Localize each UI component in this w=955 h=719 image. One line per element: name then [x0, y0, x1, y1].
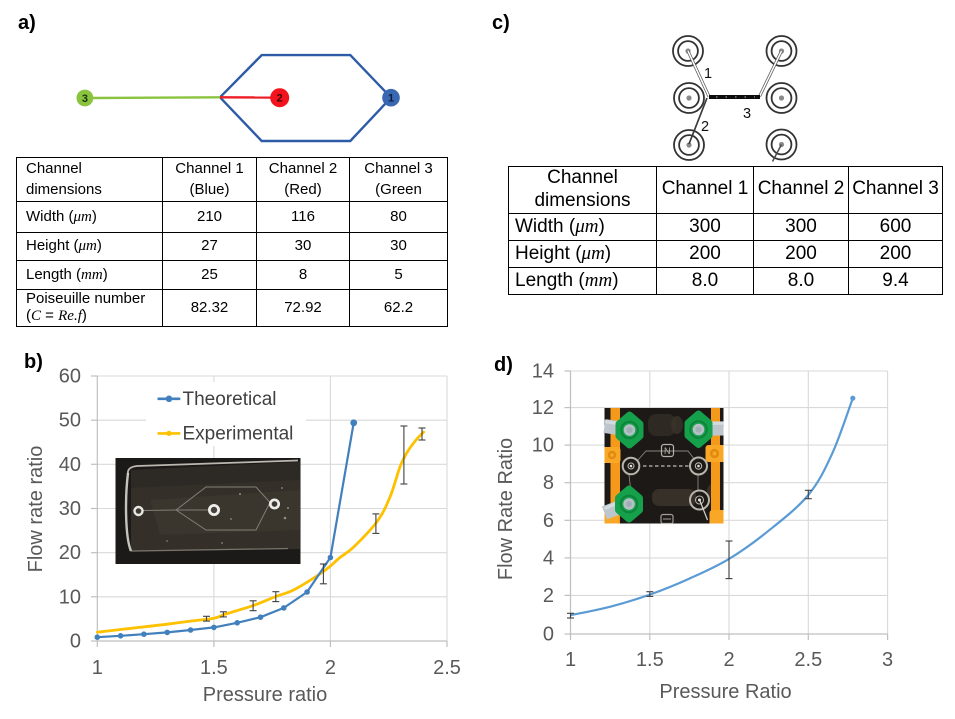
svg-text:2.5: 2.5: [433, 657, 461, 679]
svg-text:10: 10: [532, 435, 554, 457]
svg-text:1: 1: [565, 649, 576, 671]
svg-text:1: 1: [388, 93, 394, 105]
svg-text:Pressure Ratio: Pressure Ratio: [659, 681, 791, 703]
svg-text:4: 4: [543, 547, 554, 569]
svg-text:N: N: [664, 446, 671, 456]
svg-text:1: 1: [704, 66, 712, 82]
svg-text:2: 2: [543, 585, 554, 607]
svg-text:8: 8: [543, 472, 554, 494]
svg-text:2: 2: [325, 657, 336, 679]
svg-text:6: 6: [543, 510, 554, 532]
svg-text:Flow Rate Ratio: Flow Rate Ratio: [495, 438, 517, 580]
svg-text:20: 20: [59, 542, 81, 564]
svg-text:0: 0: [543, 624, 554, 646]
svg-text:60: 60: [59, 366, 81, 388]
svg-text:Flow rate ratio: Flow rate ratio: [25, 446, 47, 573]
svg-text:1.5: 1.5: [636, 649, 664, 671]
svg-text:3: 3: [743, 106, 751, 122]
svg-text:40: 40: [59, 454, 81, 476]
svg-text:2: 2: [277, 93, 283, 105]
svg-text:3: 3: [882, 649, 893, 671]
svg-text:Theoretical: Theoretical: [183, 389, 277, 410]
svg-text:Pressure ratio: Pressure ratio: [203, 684, 328, 706]
svg-text:12: 12: [532, 397, 554, 419]
svg-text:0: 0: [70, 631, 81, 653]
svg-text:Experimental: Experimental: [183, 424, 294, 445]
svg-text:10: 10: [59, 586, 81, 608]
svg-text:2: 2: [701, 119, 709, 135]
svg-text:30: 30: [59, 498, 81, 520]
svg-text:3: 3: [82, 93, 88, 105]
svg-text:2.5: 2.5: [794, 649, 822, 671]
svg-text:14: 14: [532, 361, 554, 383]
svg-text:1: 1: [92, 657, 103, 679]
svg-text:2: 2: [723, 649, 734, 671]
svg-text:1.5: 1.5: [200, 657, 228, 679]
svg-text:50: 50: [59, 410, 81, 432]
